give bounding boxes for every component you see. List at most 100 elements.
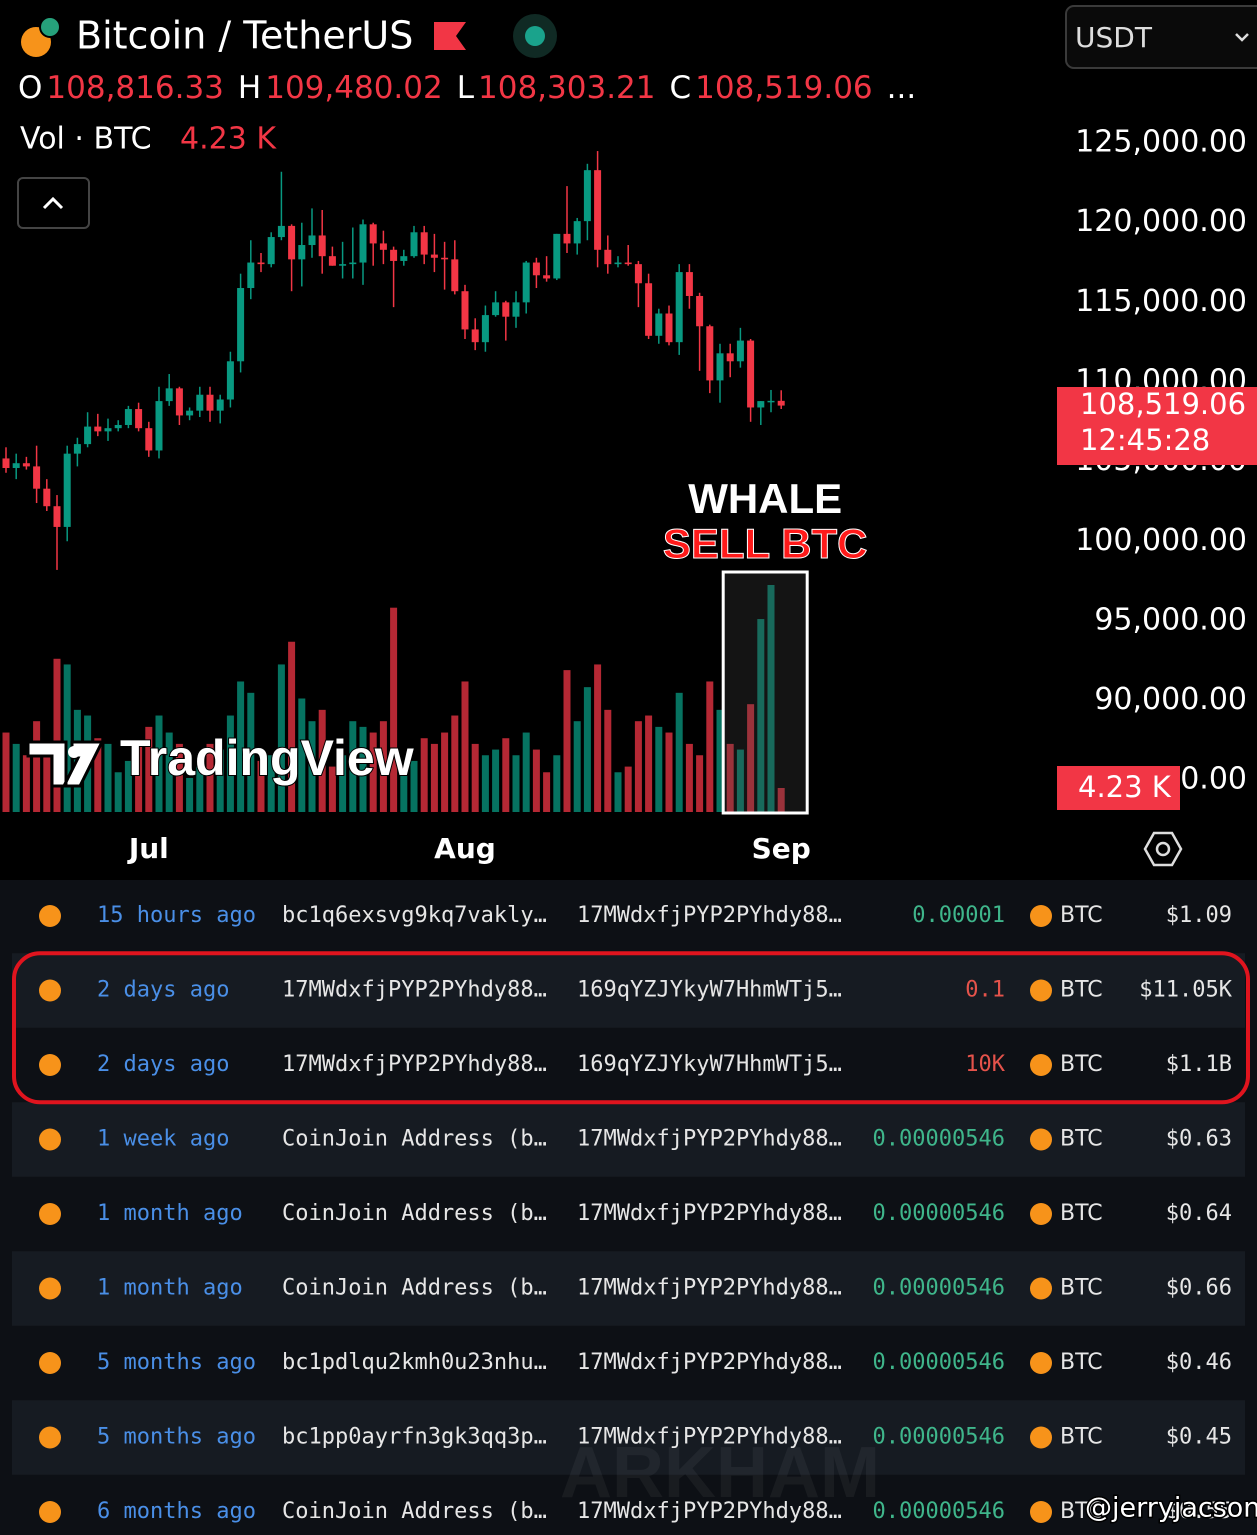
row-token: BTC — [1060, 1052, 1103, 1077]
y-tick-label: 115,000.00 — [1075, 284, 1247, 319]
row-amount: 0.1 — [965, 978, 1005, 1003]
volume-bar — [532, 749, 540, 812]
volume-bar — [308, 721, 316, 812]
transfers-table: 15 hours ago bc1q6exsvg9kq7vakly… 17MWdxfj… — [12, 903, 1250, 1524]
token-icon — [1030, 1426, 1052, 1449]
volume-bar — [726, 743, 734, 812]
row-from: 17MWdxfjPYP2PYhdy88… — [282, 978, 547, 1003]
candle-body — [512, 302, 520, 317]
candle-body — [777, 400, 785, 406]
candle-body — [604, 249, 612, 265]
x-tick-label: Jul — [127, 832, 169, 865]
volume-bar — [604, 709, 612, 812]
volume-bar — [288, 641, 296, 812]
currency-label: USDT — [1075, 21, 1153, 54]
ohlc-value: 108,519.06 — [695, 70, 873, 106]
candle-body — [553, 233, 561, 279]
candle-body — [696, 295, 704, 327]
row-amount: 0.00000546 — [873, 1127, 1005, 1152]
volume-bar — [104, 743, 112, 812]
candle-body — [532, 262, 540, 276]
row-coin-icon — [39, 1501, 61, 1523]
row-token: BTC — [1060, 978, 1103, 1003]
volume-bar — [512, 755, 520, 812]
candle-body — [614, 262, 622, 265]
currency-select[interactable] — [1065, 5, 1257, 69]
candle-body — [267, 237, 275, 265]
candle-body — [216, 399, 224, 411]
candle-body — [135, 409, 143, 429]
candle-body — [390, 249, 398, 261]
row-time: 2 days ago — [97, 1052, 229, 1077]
volume-bar — [135, 743, 143, 812]
candle-body — [339, 264, 347, 266]
candle-body — [349, 262, 357, 265]
volume-bar — [247, 692, 255, 812]
volume-bar — [114, 772, 122, 812]
volume-bar — [196, 766, 204, 812]
candle-body — [430, 254, 438, 258]
volume-bar — [461, 681, 469, 812]
candle-body — [237, 288, 245, 362]
candle-body — [624, 262, 632, 265]
volume-bar — [594, 664, 602, 812]
token-icon — [1030, 979, 1052, 1002]
candle-body — [563, 233, 571, 244]
volume-bar — [339, 755, 347, 812]
candle-body — [675, 272, 683, 343]
volume-bar — [165, 732, 173, 812]
row-to: 17MWdxfjPYP2PYhdy88… — [577, 1425, 842, 1450]
candle-body — [53, 506, 61, 527]
volume-bar — [186, 777, 194, 812]
row-token: BTC — [1060, 1127, 1103, 1152]
row-usd: $1.09 — [1166, 903, 1232, 928]
row-coin-icon — [39, 1426, 61, 1449]
candle-body — [124, 409, 132, 425]
row-from: bc1pdlqu2kmh0u23nhu… — [282, 1350, 547, 1375]
row-time: 2 days ago — [97, 978, 229, 1003]
candle-body — [655, 313, 663, 336]
candle-body — [726, 353, 734, 362]
volume-bar — [502, 738, 510, 812]
row-time: 5 months ago — [97, 1350, 256, 1375]
collapse-button[interactable] — [17, 177, 90, 229]
candle-body — [400, 256, 408, 261]
ohlc-value: 108,816.33 — [46, 70, 224, 106]
row-to: 17MWdxfjPYP2PYhdy88… — [577, 1127, 842, 1152]
volume-bar — [736, 749, 744, 812]
candle-body — [206, 394, 214, 411]
settings-icon[interactable] — [1143, 831, 1183, 867]
volume-bar — [471, 743, 479, 812]
token-icon — [1030, 1203, 1052, 1225]
arkham-watermark: ARKHAM — [560, 1433, 880, 1513]
volume-bar — [696, 755, 704, 812]
candle-body — [369, 224, 377, 244]
row-amount: 0.00001 — [912, 903, 1005, 928]
row-token: BTC — [1060, 1499, 1103, 1524]
volume-bar — [155, 715, 163, 812]
row-from: CoinJoin Address (b… — [282, 1127, 547, 1152]
volume-bar — [430, 743, 438, 812]
candle-body — [73, 444, 81, 454]
candle-body — [257, 262, 265, 265]
candle-body — [33, 466, 41, 489]
settings-hexagon — [1143, 831, 1183, 867]
row-to: 169qYZJYkyW7HhmWTj5… — [577, 978, 842, 1003]
author-watermark: @jerryjacson — [1085, 1493, 1257, 1524]
logo-mark — [26, 740, 105, 788]
x-tick-label: Aug — [434, 832, 496, 865]
candle-body — [2, 458, 10, 468]
row-usd: $0.55 — [1166, 1499, 1232, 1524]
price-tag-label: 108,519.06 — [1080, 387, 1246, 421]
volume-bar — [267, 755, 275, 812]
candle-body — [186, 410, 194, 416]
candle-body — [634, 264, 642, 284]
volume-bar — [716, 709, 724, 812]
axis-layer: 85,000.0090,000.0095,000.00100,000.00105… — [127, 125, 1257, 865]
y-tick-label: 120,000.00 — [1075, 204, 1247, 239]
candle-body — [594, 170, 602, 250]
row-coin-icon — [39, 1128, 61, 1151]
row-to: 17MWdxfjPYP2PYhdy88… — [577, 903, 842, 928]
volume-bar — [543, 772, 551, 812]
volume-bar — [53, 658, 61, 812]
